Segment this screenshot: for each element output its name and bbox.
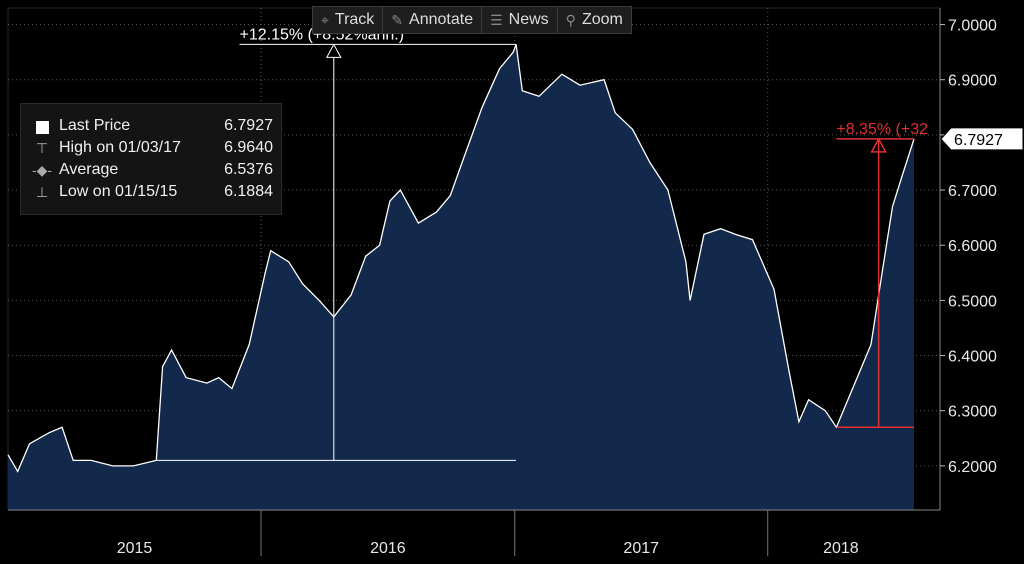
magnifier-icon: ⚲ xyxy=(565,11,576,28)
news-button[interactable]: ☰ News xyxy=(482,7,558,33)
x-tick-label: 2016 xyxy=(370,540,406,557)
y-tick-label: 6.9000 xyxy=(948,73,997,90)
legend-avg-value: 6.5376 xyxy=(224,161,273,178)
measure-right-label: +8.35% (+32 xyxy=(836,121,928,138)
legend-high-label: High on 01/03/17 xyxy=(59,139,181,156)
y-axis-ticks: 6.20006.30006.40006.50006.60006.70006.80… xyxy=(940,18,997,476)
y-tick-label: 6.5000 xyxy=(948,293,997,310)
legend-last-value: 6.7927 xyxy=(224,117,273,134)
measure-arrowhead xyxy=(870,137,887,153)
legend-row-last-price[interactable]: Last Price 6.7927 xyxy=(21,116,281,138)
legend-swatch-icon xyxy=(31,118,53,137)
legend-avg-label: Average xyxy=(59,161,119,178)
legend-row-low[interactable]: ⊥ Low on 01/15/15 6.1884 xyxy=(21,182,281,204)
chart-toolbar: ⌖ Track ✎ Annotate ☰ News ⚲ Zoom xyxy=(312,6,632,34)
pencil-icon: ✎ xyxy=(391,11,404,28)
x-axis-ticks: 2015 2016 2017 2018 xyxy=(117,510,859,557)
crosshair-icon: ⌖ xyxy=(321,11,329,28)
annotate-label: Annotate xyxy=(409,11,474,28)
legend-last-label: Last Price xyxy=(59,117,131,134)
news-icon: ☰ xyxy=(490,11,503,28)
right-measure-annotation: +8.35% (+32 xyxy=(836,121,928,429)
y-tick-label: 6.4000 xyxy=(948,349,997,366)
zoom-button[interactable]: ⚲ Zoom xyxy=(558,7,631,33)
annotate-button[interactable]: ✎ Annotate xyxy=(383,7,483,33)
price-line xyxy=(7,44,915,473)
news-label: News xyxy=(508,11,549,28)
left-measure-annotation: +12.15% (+8.52%ann.) xyxy=(156,26,517,461)
zoom-label: Zoom xyxy=(581,11,623,28)
y-tick-label: 6.3000 xyxy=(948,404,997,421)
x-tick-label: 2015 xyxy=(117,540,153,557)
legend-high-value: 6.9640 xyxy=(224,139,273,156)
y-tick-label: 7.0000 xyxy=(948,18,997,35)
last-price-tag: 6.7927 xyxy=(940,127,1024,151)
last-price-tag-label: 6.7927 xyxy=(954,132,1003,149)
average-marker-icon: -◆- xyxy=(31,162,53,178)
track-button[interactable]: ⌖ Track xyxy=(313,7,384,33)
track-label: Track xyxy=(334,11,375,28)
measure-arrowhead xyxy=(325,43,342,58)
chart-legend: Last Price 6.7927 ⊤ High on 01/03/17 6.9… xyxy=(20,103,282,215)
price-area xyxy=(8,44,914,511)
x-tick-label: 2018 xyxy=(823,540,859,557)
y-tick-label: 6.6000 xyxy=(948,238,997,255)
legend-low-label: Low on 01/15/15 xyxy=(59,183,178,200)
y-tick-label: 6.2000 xyxy=(948,459,997,476)
legend-row-high[interactable]: ⊤ High on 01/03/17 6.9640 xyxy=(21,138,281,160)
low-marker-icon: ⊥ xyxy=(35,184,49,200)
high-marker-icon: ⊤ xyxy=(35,140,49,156)
legend-low-value: 6.1884 xyxy=(224,183,273,200)
last-price-tag-shape xyxy=(940,127,1024,151)
legend-row-average[interactable]: -◆- Average 6.5376 xyxy=(21,160,281,182)
x-tick-label: 2017 xyxy=(623,540,659,557)
y-tick-label: 6.7000 xyxy=(948,183,997,200)
